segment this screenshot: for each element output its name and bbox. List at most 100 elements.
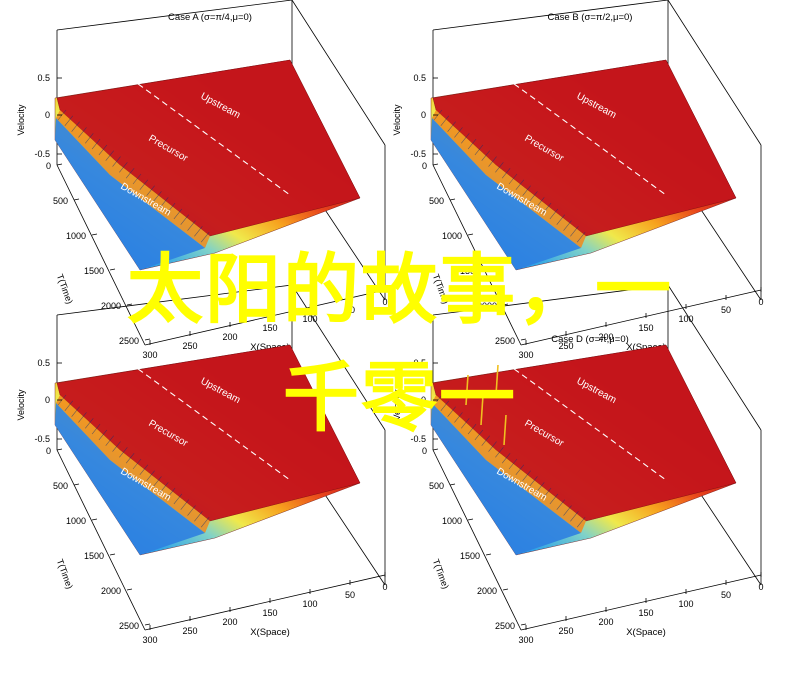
x-axis-label: X(Space) [626, 342, 666, 353]
surface-streak [119, 447, 128, 458]
surface-streak [576, 231, 586, 243]
z-axis-label: Velocity [16, 389, 26, 421]
t-axis-label: T(Time) [431, 558, 451, 591]
surface-streak [187, 505, 196, 516]
surface-streak [474, 429, 484, 441]
z-tick-label: 0 [421, 110, 426, 120]
surface-streak [529, 191, 538, 202]
z-tick-label: -0.5 [34, 434, 50, 444]
t-tick [520, 623, 527, 626]
t-tick [485, 553, 492, 556]
z-tick-label: -0.5 [34, 149, 50, 159]
surface-streak [64, 400, 74, 412]
x-axis-line [520, 574, 762, 631]
x-tick-label: 250 [558, 341, 573, 351]
surface-streak [501, 167, 511, 179]
surface-streak [91, 423, 101, 435]
t-tick [520, 338, 527, 341]
t-axis-line [432, 449, 522, 631]
surface-streak [200, 516, 210, 528]
surface-streak [542, 487, 552, 499]
precursor-boundary [505, 362, 667, 481]
surface-streak [132, 173, 142, 185]
spike-ridge [465, 374, 469, 406]
t-tick-label: 2000 [101, 586, 121, 596]
surface-streak [488, 156, 497, 167]
box-edge-top [291, 284, 386, 431]
x-tick-label: 0 [382, 582, 387, 592]
surface-streak [180, 499, 189, 510]
downstream-band [55, 403, 205, 555]
surface-streak [447, 406, 456, 417]
surface-streak [153, 191, 162, 202]
t-tick-label: 500 [53, 196, 68, 206]
surface-streak [71, 406, 80, 417]
z-tick-label: 0 [45, 110, 50, 120]
surface-streak [105, 150, 114, 161]
z-tick-label: 0.5 [413, 73, 426, 83]
spike-ridge [495, 364, 499, 396]
surface-streak [160, 482, 169, 493]
surface-streak [85, 418, 94, 429]
t-tick [91, 518, 98, 521]
surface-streak [461, 418, 470, 429]
downstream-band [431, 118, 581, 270]
t-tick [126, 588, 133, 591]
x-tick-label: 0 [382, 297, 387, 307]
t-axis-line [432, 164, 522, 346]
surface-streak [570, 226, 579, 237]
surface-streak [146, 185, 155, 196]
surface-streak [556, 499, 565, 510]
t-axis-label: T(Time) [55, 558, 75, 591]
surface-streak [71, 121, 80, 132]
precursor-band [56, 110, 210, 248]
t-tick-label: 500 [53, 481, 68, 491]
surface-streak [78, 127, 87, 138]
t-tick-label: 2000 [477, 586, 497, 596]
surface-streak [112, 156, 121, 167]
x-tick-label: 250 [182, 626, 197, 636]
surface-streak [508, 173, 518, 185]
surface-streak [91, 138, 101, 150]
t-tick-label: 1000 [442, 516, 462, 526]
x-tick-label: 300 [142, 635, 157, 645]
surface-streak [536, 482, 545, 493]
surface-streak [495, 447, 504, 458]
t-tick-label: 1500 [84, 551, 104, 561]
surface-streak [440, 115, 450, 127]
t-tick-label: 1500 [84, 266, 104, 276]
surface-streak [139, 179, 149, 191]
surface-streak [501, 452, 511, 464]
t-tick-label: 0 [46, 161, 51, 171]
surface-streak [515, 464, 525, 476]
x-tick-label: 250 [558, 626, 573, 636]
x-tick-label: 0 [758, 297, 763, 307]
surface-streak [515, 179, 525, 191]
surface-streak [166, 202, 176, 214]
surface-streak [440, 400, 450, 412]
t-tick [73, 483, 80, 486]
t-tick-label: 1500 [460, 551, 480, 561]
surface-streak [173, 493, 183, 505]
overlay-title-line-2: 千零一 [283, 353, 517, 442]
x-tick-label: 100 [678, 314, 693, 324]
z-axis-label: Velocity [16, 104, 26, 136]
surface-streak [153, 476, 162, 487]
x-tick-label: 300 [142, 350, 157, 360]
surface-streak [454, 412, 463, 423]
z-axis-label: Velocity [392, 389, 402, 421]
panel-title: Case D (σ=π,μ=0) [551, 334, 629, 345]
downstream-band [55, 118, 205, 270]
t-tick-label: 0 [46, 446, 51, 456]
t-tick [502, 588, 509, 591]
surface-streak [200, 231, 210, 243]
x-tick-label: 300 [518, 635, 533, 645]
precursor-boundary [129, 362, 291, 481]
x-tick-label: 200 [598, 617, 613, 627]
t-tick-label: 1000 [442, 231, 462, 241]
box-edge-top [291, 0, 386, 146]
surface-streak [454, 127, 463, 138]
